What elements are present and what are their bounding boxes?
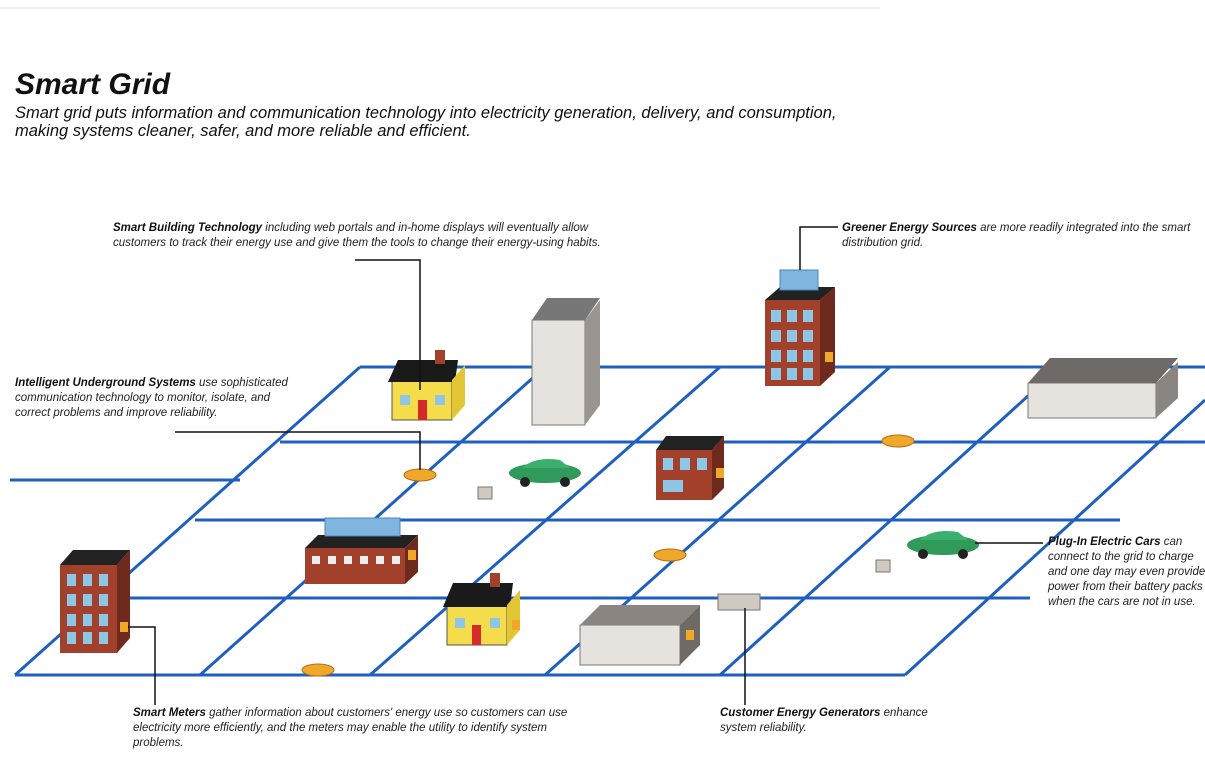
brick-building-solar xyxy=(305,518,418,584)
callout: Plug-In Electric Cars can connect to the… xyxy=(1048,535,1205,610)
brick-building xyxy=(60,550,130,653)
factory xyxy=(1028,358,1178,418)
callout: Smart Building Technology including web … xyxy=(113,221,643,251)
callout-heading: Smart Meters xyxy=(133,707,206,719)
callout-heading: Plug-In Electric Cars xyxy=(1048,536,1160,548)
house xyxy=(443,573,520,645)
callout-heading: Customer Energy Generators xyxy=(720,707,880,719)
callout: Greener Energy Sources are more readily … xyxy=(842,221,1205,251)
electric-car xyxy=(876,531,979,572)
page: Smart Grid Smart grid puts information a… xyxy=(0,0,1205,758)
house xyxy=(388,350,465,420)
callout-heading: Greener Energy Sources xyxy=(842,222,977,234)
generator xyxy=(718,594,760,610)
electric-car xyxy=(478,459,581,499)
brick-house xyxy=(656,436,724,500)
title: Smart Grid xyxy=(15,68,170,102)
warehouse xyxy=(580,605,700,665)
callout-heading: Smart Building Technology xyxy=(113,222,262,234)
callout: Smart Meters gather information about cu… xyxy=(133,706,573,751)
subtitle: Smart grid puts information and communic… xyxy=(15,104,875,140)
callout-heading: Intelligent Underground Systems xyxy=(15,377,196,389)
brick-building-solar xyxy=(765,270,835,386)
callout: Customer Energy Generators enhance syste… xyxy=(720,706,960,736)
callout: Intelligent Underground Systems use soph… xyxy=(15,376,305,421)
office-tower xyxy=(532,298,600,425)
